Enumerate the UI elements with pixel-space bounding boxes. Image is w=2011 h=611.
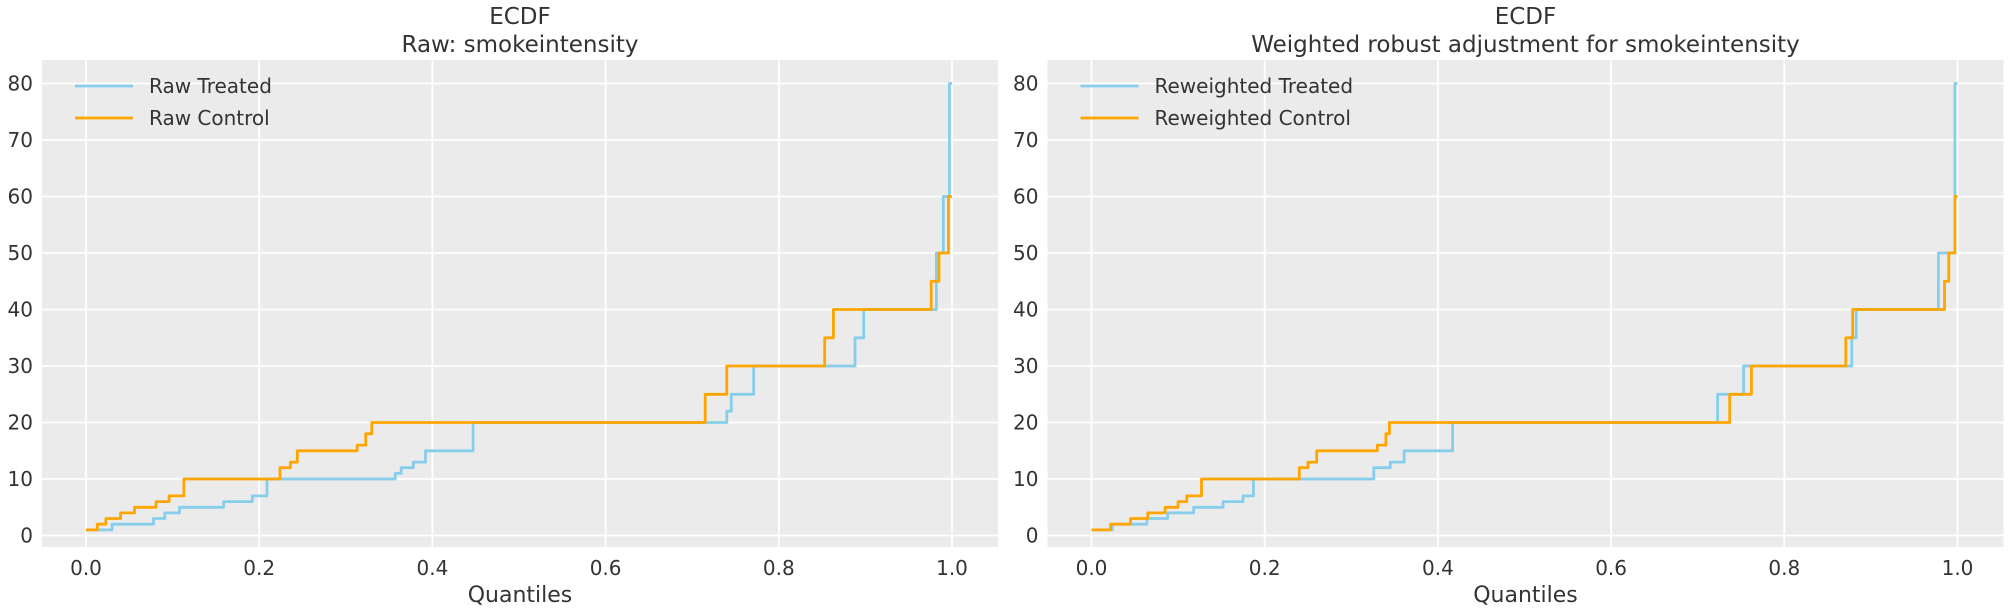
- gridlines: [42, 60, 998, 547]
- y-tick-label: 30: [8, 354, 33, 378]
- x-tick-label: 0.2: [243, 556, 275, 580]
- ecdf-chart-weighted: 0 10 20 30 40 50 60 70 80 0.0 0.2 0.4 0.6 0.8 1.0 Quant…: [1013, 4, 2004, 608]
- y-tick-label: 30: [1013, 354, 1038, 378]
- x-tick-labels: 0.0 0.2 0.4 0.6 0.8 1.0: [70, 556, 968, 580]
- legend: Reweighted Treated Reweighted Control: [1080, 74, 1354, 130]
- x-tick-label: 0.4: [1422, 556, 1454, 580]
- x-tick-label: 0.6: [590, 556, 622, 580]
- y-tick-label: 40: [1013, 298, 1038, 322]
- y-tick-label: 60: [1013, 185, 1038, 209]
- x-tick-label: 0.2: [1249, 556, 1281, 580]
- chart-title-line2: Weighted robust adjustment for smokeinte…: [1251, 32, 1800, 58]
- x-tick-labels: 0.0 0.2 0.4 0.6 0.8 1.0: [1076, 556, 1974, 580]
- x-tick-label: 0.8: [763, 556, 795, 580]
- y-tick-label: 70: [1013, 128, 1038, 152]
- ecdf-chart-raw: 0 10 20 30 40 50 60 70 80 0.0 0.2 0.4 0.6 0.8 1.0 Quant…: [8, 4, 998, 608]
- series-line-raw-control: [86, 195, 952, 532]
- plot-background: [1047, 60, 2004, 547]
- series-line-reweighted-control: [1091, 195, 1958, 532]
- legend-label: Reweighted Control: [1155, 106, 1351, 130]
- chart-title-line1: ECDF: [489, 4, 551, 30]
- y-tick-label: 20: [1013, 411, 1038, 435]
- y-tick-label: 80: [8, 72, 33, 96]
- x-tick-label: 0.4: [416, 556, 448, 580]
- y-tick-label: 10: [8, 467, 33, 491]
- x-tick-label: 0.6: [1595, 556, 1627, 580]
- y-tick-labels: 0 10 20 30 40 50 60 70 80: [1013, 72, 1038, 548]
- chart-title-line1: ECDF: [1495, 4, 1557, 30]
- plot-background: [42, 60, 998, 547]
- y-tick-label: 50: [8, 241, 33, 265]
- y-tick-label: 0: [1026, 524, 1039, 548]
- x-axis-label: Quantiles: [468, 583, 573, 608]
- x-tick-label: 1.0: [936, 556, 968, 580]
- x-tick-label: 0.0: [1076, 556, 1108, 580]
- legend-label: Raw Treated: [149, 74, 272, 98]
- x-tick-label: 0.0: [70, 556, 102, 580]
- y-tick-label: 60: [8, 185, 33, 209]
- y-tick-labels: 0 10 20 30 40 50 60 70 80: [8, 72, 33, 548]
- y-tick-label: 50: [1013, 241, 1038, 265]
- x-tick-label: 0.8: [1768, 556, 1800, 580]
- legend-label: Raw Control: [149, 106, 270, 130]
- y-tick-label: 0: [20, 524, 33, 548]
- x-axis-label: Quantiles: [1473, 583, 1578, 608]
- y-tick-label: 80: [1013, 72, 1038, 96]
- y-tick-label: 20: [8, 411, 33, 435]
- legend-label: Reweighted Treated: [1155, 74, 1354, 98]
- x-tick-label: 1.0: [1942, 556, 1974, 580]
- y-tick-label: 70: [8, 128, 33, 152]
- y-tick-label: 40: [8, 298, 33, 322]
- series-line-reweighted-treated: [1091, 82, 1958, 532]
- chart-title-line2: Raw: smokeintensity: [401, 32, 638, 58]
- legend: Raw Treated Raw Control: [75, 74, 272, 130]
- y-tick-label: 10: [1013, 467, 1038, 491]
